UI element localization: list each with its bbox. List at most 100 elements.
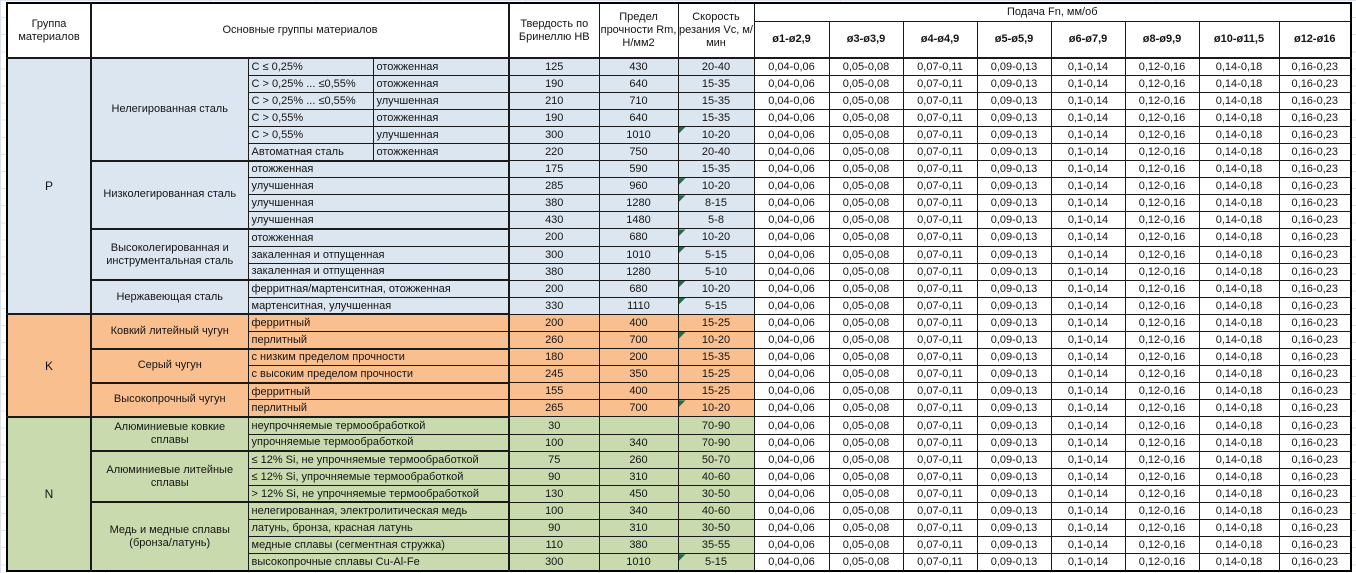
feed-fn-cell[interactable]: 0,16-0,23 — [1278, 553, 1352, 572]
cutting-speed-vc-cell[interactable]: 15-25 — [677, 365, 755, 384]
cutting-speed-vc-cell[interactable]: 5-15 — [677, 296, 755, 315]
feed-fn-cell[interactable]: 0,04-0,06 — [753, 450, 830, 469]
feed-fn-cell[interactable]: 0,12-0,16 — [1124, 228, 1200, 247]
feed-fn-cell[interactable]: 0,09-0,13 — [976, 57, 1052, 76]
material-description-cell[interactable]: улучшенная — [247, 194, 510, 213]
material-description-cell[interactable]: отожженная — [247, 159, 510, 179]
feed-fn-cell[interactable]: 0,1-0,14 — [1050, 399, 1126, 418]
feed-fn-cell[interactable]: 0,1-0,14 — [1050, 91, 1126, 110]
feed-fn-cell[interactable]: 0,1-0,14 — [1050, 125, 1126, 144]
hardness-hb-cell[interactable]: 90 — [508, 519, 600, 538]
feed-fn-cell[interactable]: 0,07-0,11 — [902, 91, 978, 110]
material-group-name[interactable]: Нелегированная сталь — [90, 57, 249, 162]
feed-fn-cell[interactable]: 0,09-0,13 — [976, 519, 1052, 538]
feed-fn-cell[interactable]: 0,12-0,16 — [1124, 91, 1200, 110]
feed-fn-cell[interactable]: 0,09-0,13 — [976, 330, 1052, 350]
material-description-cell[interactable]: закаленная и отпущенная — [247, 245, 510, 264]
feed-fn-cell[interactable]: 0,07-0,11 — [902, 296, 978, 315]
feed-fn-cell[interactable]: 0,14-0,18 — [1198, 484, 1280, 503]
feed-fn-cell[interactable]: 0,09-0,13 — [976, 142, 1052, 162]
feed-fn-cell[interactable]: 0,05-0,08 — [828, 553, 904, 572]
cutting-speed-vc-cell[interactable]: 5-10 — [677, 262, 755, 281]
feed-fn-cell[interactable]: 0,09-0,13 — [976, 399, 1052, 418]
hardness-hb-cell[interactable]: 260 — [508, 330, 600, 350]
cutting-speed-vc-cell[interactable]: 10-20 — [677, 279, 755, 298]
feed-fn-cell[interactable]: 0,09-0,13 — [976, 296, 1052, 315]
feed-fn-cell[interactable]: 0,16-0,23 — [1278, 330, 1352, 350]
material-group-name[interactable]: Алюминиевые ковкие сплавы — [90, 415, 249, 452]
feed-fn-cell[interactable]: 0,12-0,16 — [1124, 194, 1200, 213]
material-subtype-cell[interactable]: C ≤ 0,25% — [247, 56, 374, 76]
feed-fn-cell[interactable]: 0,07-0,11 — [902, 228, 978, 247]
material-description-cell[interactable]: улучшенная — [247, 177, 510, 196]
strength-rm-cell[interactable]: 700 — [598, 330, 679, 350]
feed-fn-cell[interactable]: 0,05-0,08 — [828, 501, 904, 521]
feed-fn-cell[interactable]: 0,12-0,16 — [1124, 536, 1200, 555]
cutting-speed-vc-cell[interactable]: 50-70 — [677, 450, 755, 469]
cutting-speed-vc-cell[interactable]: 10-20 — [677, 228, 755, 247]
material-description-cell[interactable]: упрочняемые термообработкой — [247, 433, 510, 452]
hardness-hb-cell[interactable]: 190 — [508, 108, 600, 127]
feed-fn-cell[interactable]: 0,07-0,11 — [902, 313, 978, 333]
feed-fn-cell[interactable]: 0,05-0,08 — [828, 125, 904, 144]
cutting-speed-vc-cell[interactable]: 70-90 — [677, 433, 755, 452]
feed-fn-cell[interactable]: 0,12-0,16 — [1124, 177, 1200, 196]
feed-fn-cell[interactable]: 0,14-0,18 — [1198, 125, 1280, 144]
feed-fn-cell[interactable]: 0,14-0,18 — [1198, 279, 1280, 298]
hardness-hb-cell[interactable]: 265 — [508, 399, 600, 418]
cutting-speed-vc-cell[interactable]: 15-25 — [677, 382, 755, 401]
feed-fn-cell[interactable]: 0,16-0,23 — [1278, 416, 1352, 435]
material-description-cell[interactable]: перлитный — [247, 330, 510, 350]
material-group-letter[interactable]: K — [6, 313, 92, 418]
feed-fn-cell[interactable]: 0,07-0,11 — [902, 74, 978, 93]
feed-fn-cell[interactable]: 0,1-0,14 — [1050, 296, 1126, 315]
strength-rm-cell[interactable]: 350 — [598, 365, 679, 384]
feed-fn-cell[interactable]: 0,04-0,06 — [753, 501, 830, 521]
feed-fn-cell[interactable]: 0,12-0,16 — [1124, 74, 1200, 93]
feed-fn-cell[interactable]: 0,05-0,08 — [828, 262, 904, 281]
feed-fn-cell[interactable]: 0,1-0,14 — [1050, 416, 1126, 435]
feed-fn-cell[interactable]: 0,14-0,18 — [1198, 108, 1280, 127]
feed-fn-cell[interactable]: 0,09-0,13 — [976, 484, 1052, 503]
feed-fn-cell[interactable]: 0,14-0,18 — [1198, 330, 1280, 350]
strength-rm-cell[interactable]: 1280 — [598, 262, 679, 281]
material-subtype-cell[interactable]: Автоматная сталь — [247, 142, 374, 162]
feed-fn-cell[interactable]: 0,16-0,23 — [1278, 467, 1352, 486]
feed-fn-cell[interactable]: 0,16-0,23 — [1278, 484, 1352, 503]
strength-rm-cell[interactable]: 680 — [598, 228, 679, 247]
hardness-hb-cell[interactable]: 330 — [508, 296, 600, 315]
feed-fn-cell[interactable]: 0,12-0,16 — [1124, 211, 1200, 230]
hardness-hb-cell[interactable]: 175 — [508, 160, 600, 179]
feed-fn-cell[interactable]: 0,04-0,06 — [753, 313, 830, 333]
feed-fn-cell[interactable]: 0,05-0,08 — [828, 433, 904, 452]
strength-rm-cell[interactable]: 710 — [598, 91, 679, 110]
feed-fn-cell[interactable]: 0,16-0,23 — [1278, 279, 1352, 298]
feed-fn-cell[interactable]: 0,14-0,18 — [1198, 382, 1280, 401]
hardness-hb-cell[interactable]: 190 — [508, 74, 600, 93]
feed-fn-cell[interactable]: 0,1-0,14 — [1050, 553, 1126, 572]
feed-fn-cell[interactable]: 0,14-0,18 — [1198, 296, 1280, 315]
feed-fn-cell[interactable]: 0,1-0,14 — [1050, 313, 1126, 333]
feed-fn-cell[interactable]: 0,14-0,18 — [1198, 91, 1280, 110]
feed-fn-cell[interactable]: 0,16-0,23 — [1278, 91, 1352, 110]
material-subtype-cell[interactable]: C > 0,55% — [247, 125, 374, 144]
feed-fn-cell[interactable]: 0,04-0,06 — [753, 399, 830, 418]
feed-fn-cell[interactable]: 0,09-0,13 — [976, 348, 1052, 367]
cutting-speed-vc-cell[interactable]: 40-60 — [677, 501, 755, 521]
material-group-letter[interactable]: N — [6, 415, 92, 572]
feed-fn-cell[interactable]: 0,14-0,18 — [1198, 142, 1280, 162]
feed-fn-cell[interactable]: 0,1-0,14 — [1050, 194, 1126, 213]
feed-fn-cell[interactable]: 0,12-0,16 — [1124, 467, 1200, 486]
feed-fn-cell[interactable]: 0,07-0,11 — [902, 416, 978, 435]
cutting-speed-vc-cell[interactable]: 5-8 — [677, 211, 755, 230]
feed-fn-cell[interactable]: 0,04-0,06 — [753, 467, 830, 486]
feed-fn-cell[interactable]: 0,14-0,18 — [1198, 74, 1280, 93]
cutting-speed-vc-cell[interactable]: 10-20 — [677, 330, 755, 350]
feed-fn-cell[interactable]: 0,05-0,08 — [828, 177, 904, 196]
feed-fn-cell[interactable]: 0,04-0,06 — [753, 536, 830, 555]
feed-fn-cell[interactable]: 0,14-0,18 — [1198, 262, 1280, 281]
feed-fn-cell[interactable]: 0,04-0,06 — [753, 330, 830, 350]
feed-fn-cell[interactable]: 0,12-0,16 — [1124, 330, 1200, 350]
feed-fn-cell[interactable]: 0,04-0,06 — [753, 194, 830, 213]
material-description-cell[interactable]: улучшенная — [247, 211, 510, 230]
